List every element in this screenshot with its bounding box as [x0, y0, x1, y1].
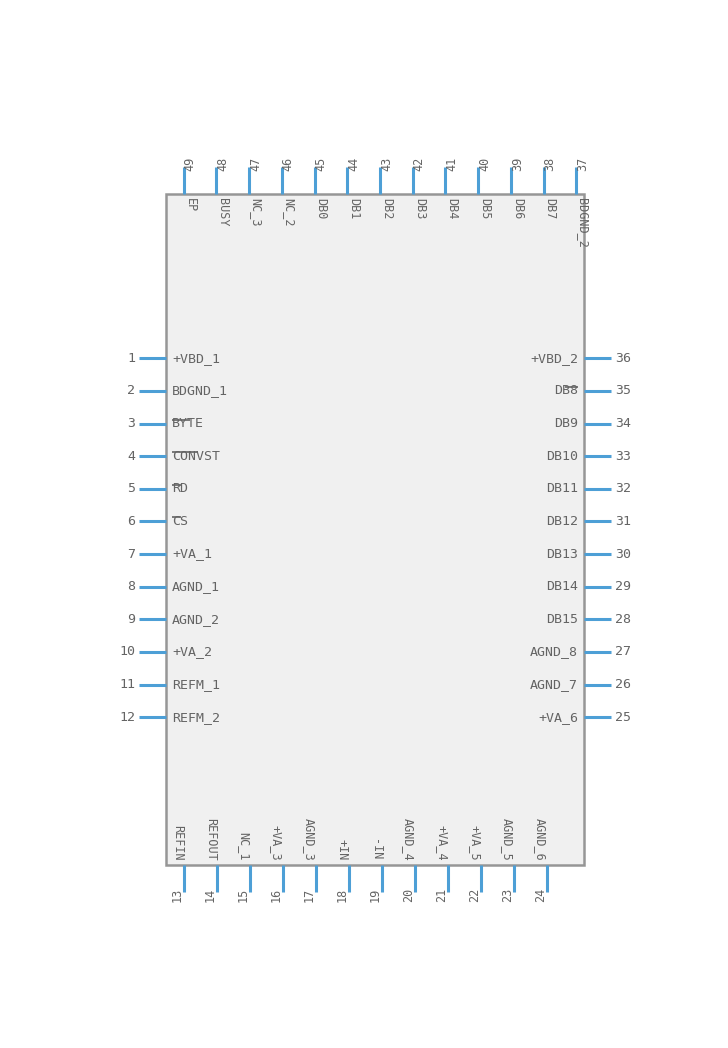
Text: 34: 34 [615, 417, 631, 430]
Text: AGND_8: AGND_8 [530, 646, 578, 658]
Text: NC_3: NC_3 [249, 198, 262, 226]
Text: 30: 30 [615, 547, 631, 561]
Text: 33: 33 [615, 450, 631, 462]
Text: 16: 16 [270, 888, 282, 902]
Text: +VA_6: +VA_6 [538, 711, 578, 723]
Text: 18: 18 [336, 888, 349, 902]
Text: +IN: +IN [336, 839, 349, 860]
Text: AGND_2: AGND_2 [172, 613, 220, 626]
Text: NC_2: NC_2 [282, 198, 295, 226]
Text: 37: 37 [577, 156, 590, 171]
Text: 45: 45 [314, 156, 328, 171]
Text: DB3: DB3 [413, 198, 426, 219]
Text: 38: 38 [544, 156, 557, 171]
Text: 44: 44 [347, 156, 360, 171]
Text: BDGND_2: BDGND_2 [577, 198, 590, 248]
Text: CONVST: CONVST [172, 450, 220, 462]
Text: EP: EP [183, 198, 197, 213]
Text: +VA_4: +VA_4 [435, 825, 448, 860]
Text: AGND_3: AGND_3 [303, 817, 316, 860]
Text: BYTE: BYTE [172, 417, 204, 430]
Text: 43: 43 [380, 156, 393, 171]
Text: 22: 22 [468, 888, 481, 902]
Text: 9: 9 [127, 613, 135, 626]
Text: 21: 21 [435, 888, 448, 902]
Text: 7: 7 [127, 547, 135, 561]
Text: 40: 40 [478, 156, 491, 171]
Text: +VBD_2: +VBD_2 [530, 352, 578, 365]
Text: 5: 5 [127, 482, 135, 496]
Text: -IN: -IN [369, 839, 382, 860]
Text: 17: 17 [303, 888, 316, 902]
Text: 48: 48 [216, 156, 229, 171]
Text: +VA_3: +VA_3 [270, 825, 282, 860]
Text: 28: 28 [615, 613, 631, 626]
Text: +VA_2: +VA_2 [172, 646, 212, 658]
Text: 25: 25 [615, 711, 631, 723]
Text: DB4: DB4 [446, 198, 459, 219]
Text: 23: 23 [501, 888, 514, 902]
Text: DB14: DB14 [546, 581, 578, 593]
Text: AGND_1: AGND_1 [172, 581, 220, 593]
Text: 14: 14 [204, 888, 217, 902]
Text: 49: 49 [183, 156, 197, 171]
Text: +VA_5: +VA_5 [468, 825, 481, 860]
Text: 27: 27 [615, 646, 631, 658]
Text: DB13: DB13 [546, 547, 578, 561]
Text: 41: 41 [446, 156, 459, 171]
Text: AGND_4: AGND_4 [402, 817, 415, 860]
Text: 42: 42 [413, 156, 426, 171]
Text: 19: 19 [369, 888, 382, 902]
Text: REFIN: REFIN [170, 825, 183, 860]
Bar [166, 194, 584, 865]
Text: REFM_2: REFM_2 [172, 711, 220, 723]
Text: 20: 20 [402, 888, 415, 902]
Text: 3: 3 [127, 417, 135, 430]
Text: DB5: DB5 [478, 198, 491, 219]
Text: DB11: DB11 [546, 482, 578, 496]
Text: +VBD_1: +VBD_1 [172, 352, 220, 365]
Text: DB6: DB6 [511, 198, 524, 219]
Text: 31: 31 [615, 515, 631, 528]
Text: DB7: DB7 [544, 198, 557, 219]
Text: CS: CS [172, 515, 188, 528]
Text: 11: 11 [119, 678, 135, 691]
Text: 46: 46 [282, 156, 295, 171]
Text: 47: 47 [249, 156, 262, 171]
Text: DB10: DB10 [546, 450, 578, 462]
Text: DB9: DB9 [554, 417, 578, 430]
Text: 24: 24 [534, 888, 547, 902]
Text: DB8: DB8 [554, 385, 578, 397]
Text: AGND_7: AGND_7 [530, 678, 578, 691]
Text: 15: 15 [237, 888, 250, 902]
Text: 36: 36 [615, 352, 631, 365]
Text: DB12: DB12 [546, 515, 578, 528]
Text: DB1: DB1 [347, 198, 360, 219]
Text: 35: 35 [615, 385, 631, 397]
Text: 29: 29 [615, 581, 631, 593]
Text: AGND_6: AGND_6 [534, 817, 547, 860]
Text: 13: 13 [170, 888, 183, 902]
Text: RD: RD [172, 482, 188, 496]
Text: DB15: DB15 [546, 613, 578, 626]
Text: 8: 8 [127, 581, 135, 593]
Text: BDGND_1: BDGND_1 [172, 385, 228, 397]
Text: +VA_1: +VA_1 [172, 547, 212, 561]
Text: REFM_1: REFM_1 [172, 678, 220, 691]
Text: 2: 2 [127, 385, 135, 397]
Text: BUSY: BUSY [216, 198, 229, 226]
Text: 6: 6 [127, 515, 135, 528]
Text: 1: 1 [127, 352, 135, 365]
Text: 26: 26 [615, 678, 631, 691]
Text: REFOUT: REFOUT [204, 817, 217, 860]
Text: AGND_5: AGND_5 [501, 817, 514, 860]
Text: NC_1: NC_1 [237, 832, 250, 860]
Text: DB2: DB2 [380, 198, 393, 219]
Text: 12: 12 [119, 711, 135, 723]
Text: DB0: DB0 [314, 198, 328, 219]
Text: 10: 10 [119, 646, 135, 658]
Text: 32: 32 [615, 482, 631, 496]
Text: 39: 39 [511, 156, 524, 171]
Text: 4: 4 [127, 450, 135, 462]
